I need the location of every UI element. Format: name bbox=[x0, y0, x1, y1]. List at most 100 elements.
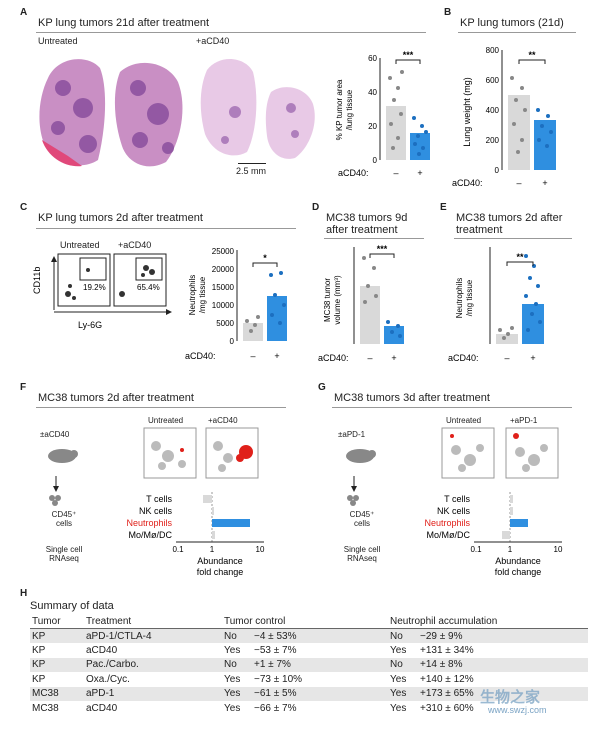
panel-label-a: A bbox=[20, 7, 28, 18]
panel-f-rule bbox=[36, 407, 286, 408]
panel-d-title: MC38 tumors 9d after treatment bbox=[326, 212, 408, 236]
cell-tumor: MC38 bbox=[30, 686, 84, 701]
svg-text:fold change: fold change bbox=[495, 567, 542, 577]
panel-a-title: KP lung tumors 21d after treatment bbox=[38, 17, 209, 29]
watermark-url: www.swzj.com bbox=[488, 705, 547, 715]
svg-text:1: 1 bbox=[210, 545, 215, 554]
svg-text:–: – bbox=[367, 353, 372, 363]
cell-control: Yes bbox=[224, 644, 241, 656]
panel-e-bar-chart: ** Neutrophils /mg tissue aCD40: – + bbox=[448, 247, 544, 363]
svg-text:+: + bbox=[391, 353, 396, 363]
panel-g-umap-untreated-label: Untreated bbox=[446, 416, 482, 425]
panel-g-cells: CD45⁺ cells bbox=[349, 510, 375, 528]
svg-text:0.1: 0.1 bbox=[172, 545, 184, 554]
svg-text:–: – bbox=[393, 168, 398, 178]
table-row: KP aPD-1/CTLA-4 No −4 ± 53% No −29 ± 9% bbox=[30, 628, 588, 643]
panel-f-seq: Single cell RNAseq bbox=[45, 545, 83, 563]
cell-accum: Yes bbox=[390, 702, 407, 714]
summary-table-wrap: Tumor Treatment Tumor control Neutrophil… bbox=[30, 614, 588, 716]
svg-text:+: + bbox=[530, 353, 535, 363]
svg-text:volume (mm³): volume (mm³) bbox=[333, 275, 342, 325]
panel-a-treated-label: +aCD40 bbox=[196, 36, 230, 46]
cell-control-value: −61 ± 5% bbox=[252, 686, 388, 701]
table-row: KP Pac./Carbo. No +1 ± 7% No +14 ± 8% bbox=[30, 657, 588, 672]
svg-text:Mo/Mø/DC: Mo/Mø/DC bbox=[427, 530, 471, 540]
svg-text:T cells: T cells bbox=[444, 494, 470, 504]
panel-d-rule bbox=[324, 238, 424, 239]
svg-text:Neutrophils: Neutrophils bbox=[126, 518, 172, 528]
scale-bar bbox=[238, 163, 266, 164]
panel-g-title: MC38 tumors 3d after treatment bbox=[334, 392, 490, 404]
panel-g-umap-treated-label: +aPD-1 bbox=[510, 416, 538, 425]
mouse-workflow-icon-g bbox=[346, 449, 376, 506]
svg-text:Mo/Mø/DC: Mo/Mø/DC bbox=[129, 530, 173, 540]
header-neutrophil-accumulation: Neutrophil accumulation bbox=[388, 614, 588, 629]
panel-c-sig: * bbox=[263, 253, 267, 263]
panel-b-bar-chart: 0 200 400 600 800 ** Lung weight (mg) aCD40:… bbox=[452, 46, 556, 188]
svg-text:Abundance: Abundance bbox=[495, 556, 541, 566]
table-row: MC38 aCD40 Yes −66 ± 7% Yes +310 ± 60% bbox=[30, 701, 588, 716]
cell-accum-value: −29 ± 9% bbox=[418, 628, 588, 643]
svg-text:0: 0 bbox=[495, 166, 500, 175]
svg-text:5000: 5000 bbox=[216, 319, 234, 328]
panel-h-title: Summary of data bbox=[30, 600, 114, 612]
svg-text:aCD40:: aCD40: bbox=[185, 351, 216, 361]
header-treatment: Treatment bbox=[84, 614, 222, 629]
svg-text:+: + bbox=[542, 178, 547, 188]
cell-accum: Yes bbox=[390, 673, 407, 685]
panel-g-treatment: ±aPD-1 bbox=[338, 430, 366, 439]
gate-2-pct: 65.4% bbox=[137, 283, 160, 292]
panel-f-treatment: ±aCD40 bbox=[40, 430, 70, 439]
cell-treatment: aPD-1/CTLA-4 bbox=[84, 628, 222, 643]
cell-control: No bbox=[222, 628, 252, 643]
svg-text:40: 40 bbox=[368, 88, 377, 97]
gate-1-pct: 19.2% bbox=[83, 283, 106, 292]
lung-histology-treated bbox=[200, 58, 315, 159]
summary-table-header: Tumor Treatment Tumor control Neutrophil… bbox=[30, 614, 588, 629]
cell-control-value: −53 ± 7% bbox=[254, 644, 297, 656]
table-row: KP aCD40 Yes −53 ± 7% Yes +131 ± 34% bbox=[30, 643, 588, 658]
panel-c-title: KP lung tumors 2d after treatment bbox=[38, 212, 203, 224]
cell-accum: Yes bbox=[390, 644, 407, 656]
svg-text:400: 400 bbox=[486, 106, 500, 115]
panel-f-umap-treated-label: +aCD40 bbox=[208, 416, 238, 425]
panel-label-e: E bbox=[440, 202, 447, 213]
cell-accum: No bbox=[388, 628, 418, 643]
cell-accum: No bbox=[388, 657, 418, 672]
svg-text:20: 20 bbox=[368, 122, 377, 131]
svg-text:+: + bbox=[274, 351, 279, 361]
panel-b-title: KP lung tumors (21d) bbox=[460, 17, 564, 29]
lung-histology-untreated bbox=[39, 59, 183, 167]
svg-text:60: 60 bbox=[368, 54, 377, 63]
header-tumor-control: Tumor control bbox=[222, 614, 388, 629]
panel-g-seq: Single cell RNAseq bbox=[343, 545, 381, 563]
svg-text:200: 200 bbox=[486, 136, 500, 145]
cell-accum-value: +310 ± 60% bbox=[420, 702, 474, 714]
panel-label-c: C bbox=[20, 202, 28, 213]
svg-text:/lung tissue: /lung tissue bbox=[345, 89, 354, 130]
cell-control-value: −4 ± 53% bbox=[252, 628, 388, 643]
svg-text:15000: 15000 bbox=[212, 283, 235, 292]
panel-d-bar-chart: *** MC38 tumor volume (mm³) aCD40: – + bbox=[318, 244, 404, 363]
cell-treatment: aPD-1 bbox=[84, 686, 222, 701]
svg-text:T cells: T cells bbox=[146, 494, 172, 504]
svg-text:aCD40:: aCD40: bbox=[318, 353, 349, 363]
svg-text:1: 1 bbox=[508, 545, 513, 554]
cell-treatment: aCD40 bbox=[86, 702, 118, 714]
cell-accum: Yes bbox=[388, 686, 418, 701]
header-tumor: Tumor bbox=[30, 614, 84, 629]
svg-text:+: + bbox=[417, 168, 422, 178]
cell-tumor: KP bbox=[30, 628, 84, 643]
panel-f-umap-untreated-label: Untreated bbox=[148, 416, 184, 425]
panel-f-title: MC38 tumors 2d after treatment bbox=[38, 392, 194, 404]
panel-label-h: H bbox=[20, 588, 28, 599]
svg-text:% KP tumor area: % KP tumor area bbox=[335, 79, 344, 140]
cell-control-value: +1 ± 7% bbox=[252, 657, 388, 672]
cell-control: No bbox=[222, 657, 252, 672]
cell-accum-value: +14 ± 8% bbox=[418, 657, 588, 672]
panel-b-rule bbox=[458, 32, 576, 33]
svg-text:0.1: 0.1 bbox=[470, 545, 482, 554]
panel-e-title: MC38 tumors 2d after treatment bbox=[456, 212, 563, 236]
panel-label-g: G bbox=[318, 382, 326, 393]
panel-b-sig: ** bbox=[528, 50, 536, 60]
